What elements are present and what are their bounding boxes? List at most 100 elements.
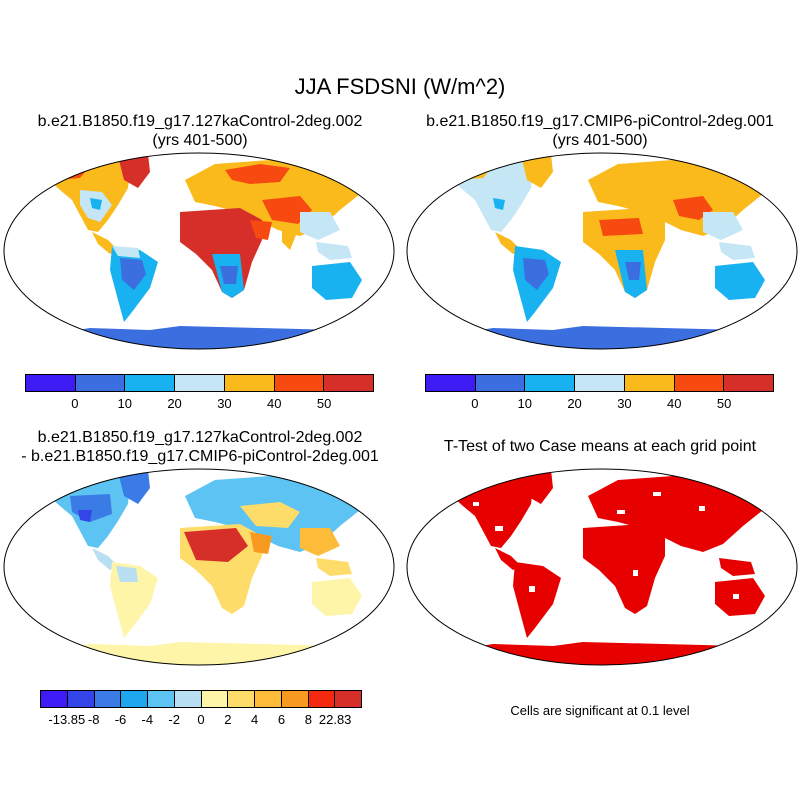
land-central-southern-africa — [625, 262, 641, 280]
land-greenland — [118, 154, 150, 188]
sig-africa — [583, 524, 665, 614]
panel-1-title: b.e21.B1850.f19_g17.127kaControl-2deg.00… — [0, 112, 400, 150]
land-india — [282, 226, 298, 250]
land-central-asia — [262, 196, 312, 224]
sig-central-america — [495, 548, 521, 570]
colorbar-swatch — [525, 375, 576, 391]
gap — [733, 594, 739, 599]
colorbar-tick-label: 0 — [471, 396, 479, 411]
map-boundary — [3, 152, 395, 350]
panel-1-title-line1: b.e21.B1850.f19_g17.127kaControl-2deg.00… — [37, 113, 363, 130]
colorbar-tick-label: 2 — [224, 712, 232, 727]
gap — [473, 502, 479, 506]
colorbar-tick-label: 0 — [197, 712, 205, 727]
land-north-america-lakes — [90, 198, 102, 210]
colorbar-swatch — [67, 691, 95, 707]
colorbar-tick-label: 30 — [617, 396, 632, 411]
gap — [699, 506, 705, 511]
colorbar-tick-label: 50 — [716, 396, 732, 411]
colorbar-swatch — [324, 375, 374, 391]
colorbar-tick-label: 10 — [117, 396, 132, 411]
land-greenland — [118, 470, 150, 504]
panel-3-title-line2: - b.e21.B1850.f19_g17.CMIP6-piControl-2d… — [21, 448, 379, 465]
land-hudson — [78, 510, 92, 522]
colorbar-tick-label: -6 — [114, 712, 127, 727]
land-east-asia — [703, 212, 743, 240]
colorbar-tick-label: 40 — [267, 396, 282, 411]
land-amazon — [523, 258, 549, 290]
gap — [617, 510, 625, 514]
sig-australia — [715, 578, 765, 616]
colorbar-swatch — [41, 691, 68, 707]
colorbar-swatch — [674, 375, 725, 391]
land-arabia — [250, 532, 272, 554]
sig-maritime-continent — [719, 558, 755, 576]
land-arabia — [250, 220, 272, 240]
panel-2-title-line2: (yrs 401-500) — [552, 132, 648, 149]
colorbar-swatch — [174, 691, 202, 707]
sig-greenland — [521, 470, 553, 504]
land-south-america-north — [112, 246, 140, 258]
colorbar-tick-label: 50 — [316, 396, 332, 411]
colorbar-swatch — [575, 375, 625, 391]
colorbar-swatch — [201, 691, 229, 707]
colorbar-swatch — [121, 691, 148, 707]
land-greenland — [521, 154, 553, 188]
land-central-america — [92, 232, 118, 254]
colorbar-tick-label: 4 — [251, 712, 259, 727]
figure-title: JJA FSDSNI (W/m^2) — [294, 74, 506, 99]
colorbar-swatch — [281, 691, 309, 707]
land-maritime-continent — [719, 242, 755, 260]
land-amazon — [116, 566, 138, 582]
colorbar-tick-label: -2 — [168, 712, 180, 727]
colorbar-swatch — [94, 691, 122, 707]
panel-3-title-line1: b.e21.B1850.f19_g17.127kaControl-2deg.00… — [37, 429, 363, 446]
colorbar-difference — [40, 690, 362, 708]
land-australia — [312, 262, 362, 300]
colorbar-127ka — [25, 374, 374, 392]
land-central-america — [495, 232, 521, 254]
colorbar-swatch — [224, 375, 275, 391]
colorbar-tick-label: -8 — [87, 712, 100, 727]
colorbar-swatch — [475, 375, 526, 391]
gap — [529, 586, 535, 592]
sig-antarctica — [407, 642, 797, 665]
panel-4-title-line1: T-Test of two Case means at each grid po… — [443, 438, 757, 455]
land-central-southern-africa — [220, 266, 238, 284]
colorbar-tick-label: 22.83 — [318, 712, 352, 727]
sig-eurasia — [588, 476, 768, 552]
land-australia — [312, 578, 362, 616]
colorbar-tick-label: 0 — [71, 396, 79, 411]
land-central-asia — [240, 502, 300, 528]
panel-2-title-line1: b.e21.B1850.f19_g17.CMIP6-piControl-2deg… — [426, 113, 774, 130]
land-amazon — [120, 258, 146, 290]
land-north-america-lakes — [493, 198, 505, 210]
gap — [633, 570, 638, 576]
land-central-america — [92, 548, 118, 570]
colorbar-tick-label: 10 — [517, 396, 532, 411]
gap — [653, 492, 661, 496]
colorbar-swatch — [624, 375, 675, 391]
colorbar-swatch — [724, 375, 774, 391]
colorbar-tick-label: 20 — [567, 396, 582, 411]
panel-2-title: b.e21.B1850.f19_g17.CMIP6-piControl-2deg… — [400, 112, 800, 150]
colorbar-swatch — [274, 375, 325, 391]
colorbar-tick-label: 8 — [304, 712, 312, 727]
colorbar-tick-label: -4 — [141, 712, 154, 727]
colorbar-swatch — [148, 691, 175, 707]
panel-1-title-line2: (yrs 401-500) — [152, 132, 248, 149]
panel-4-title: T-Test of two Case means at each grid po… — [400, 437, 800, 456]
colorbar-swatch — [125, 375, 176, 391]
colorbar-tick-label: -13.85 — [48, 712, 86, 727]
colorbar-tick-label: 40 — [667, 396, 682, 411]
colorbar-swatch — [75, 375, 126, 391]
land-maritime-continent — [316, 242, 352, 260]
map-127ka — [3, 152, 395, 350]
land-australia — [715, 262, 765, 300]
map-boundary — [3, 468, 395, 666]
land-siberia — [225, 164, 290, 184]
colorbar-swatch — [255, 691, 282, 707]
colorbar-swatch — [26, 375, 76, 391]
map-boundary — [406, 152, 798, 350]
land-antarctica — [407, 326, 797, 349]
